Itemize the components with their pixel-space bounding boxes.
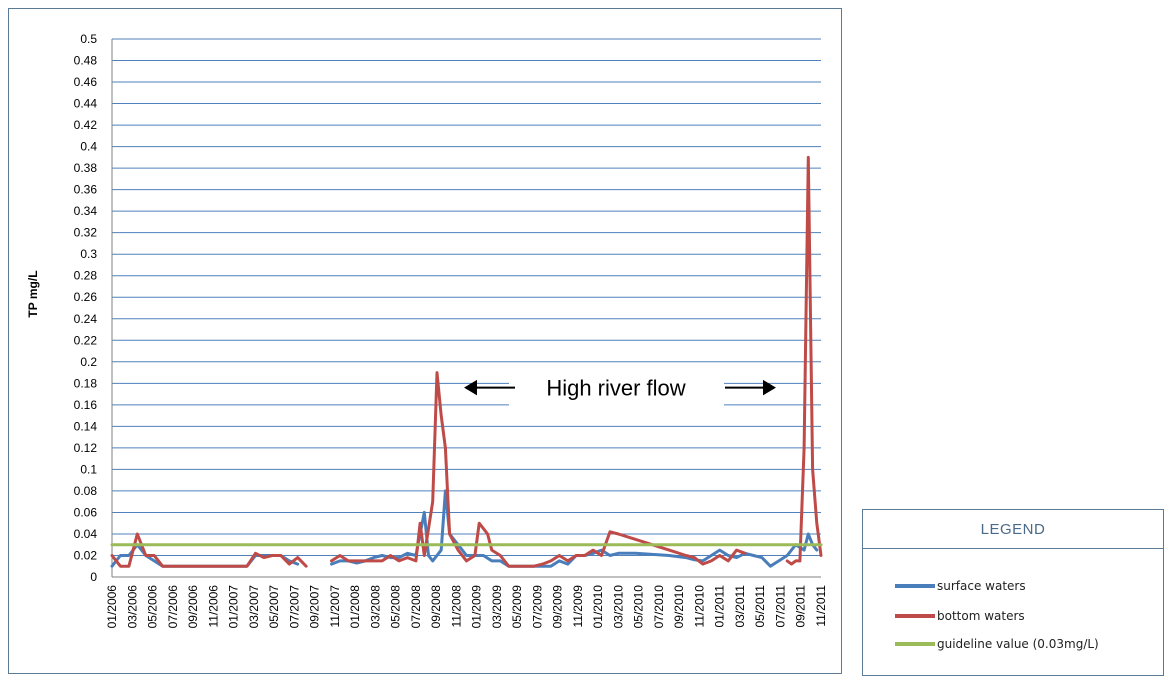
y-tick-label: 0.5 [80, 32, 97, 46]
legend-item-guideline: guideline value (0.03mg/L) [895, 637, 1099, 651]
legend-label: surface waters [937, 579, 1026, 593]
y-tick-label: 0.18 [74, 376, 98, 390]
y-tick-label: 0.34 [74, 204, 98, 218]
y-tick-label: 0.48 [74, 54, 98, 68]
x-tick-label: 09/2006 [186, 585, 200, 629]
y-tick-label: 0.16 [74, 398, 98, 412]
x-tick-label: 01/2008 [348, 585, 362, 629]
annotation: High river flow [464, 365, 776, 410]
x-tick-label: 03/2007 [247, 585, 261, 629]
tp-line-chart: 0 0.02 0.04 0.06 0.08 0.1 0.12 0.14 0.16 0.18 0.2 0… [26, 32, 828, 629]
series-line-bottom [330, 371, 747, 568]
y-tick-label: 0.38 [74, 161, 98, 175]
legend-header: LEGEND [863, 510, 1163, 549]
x-tick-label: 03/2011 [733, 585, 747, 628]
x-tick-label: 01/2009 [470, 585, 484, 629]
y-tick-label: 0.14 [74, 419, 98, 433]
series-line-bottom [110, 532, 308, 568]
x-tick-label: 11/2006 [206, 585, 220, 628]
y-tick-label: 0.12 [74, 441, 98, 455]
x-tick-label: 07/2006 [166, 585, 180, 629]
legend-swatch-bottom-waters [895, 614, 935, 618]
x-tick-labels: 01/2006 03/2006 05/2006 07/2006 09/2006 11/20… [105, 585, 828, 629]
x-tick-label: 09/2011 [794, 585, 808, 628]
y-tick-label: 0.42 [74, 118, 98, 132]
y-tick-label: 0.26 [74, 290, 98, 304]
y-tick-labels: 0 0.02 0.04 0.06 0.08 0.1 0.12 0.14 0.16 0.18 0.2 0… [74, 32, 98, 584]
series-line-surface [330, 489, 819, 568]
legend-swatch-guideline [895, 642, 935, 646]
x-tick-label: 01/2007 [227, 585, 241, 629]
y-tick-label: 0.22 [74, 333, 98, 347]
x-tick-label: 07/2010 [652, 585, 666, 629]
y-tick-label: 0 [90, 570, 97, 584]
annotation-box [509, 365, 724, 410]
x-tick-label: 05/2008 [389, 585, 403, 629]
x-tick-label: 11/2009 [571, 585, 585, 628]
y-tick-label: 0.02 [74, 548, 98, 562]
x-tick-label: 05/2006 [146, 585, 160, 629]
legend-title: LEGEND [980, 520, 1046, 538]
x-tick-label: 09/2007 [308, 585, 322, 629]
annotation-text: High river flow [546, 376, 685, 401]
legend-item-surface-waters: surface waters [895, 579, 1026, 593]
x-tick-label: 05/2011 [753, 585, 767, 628]
x-tick-label: 07/2011 [773, 585, 787, 628]
x-tick-label: 03/2010 [611, 585, 625, 629]
x-tick-label: 03/2009 [490, 585, 504, 629]
legend-label: bottom waters [937, 609, 1025, 623]
right-arrow-icon [725, 379, 776, 396]
y-tick-label: 0.08 [74, 484, 98, 498]
chart-frame: 0 0.02 0.04 0.06 0.08 0.1 0.12 0.14 0.16 0.18 0.2 0… [8, 8, 842, 674]
y-tick-label: 0.2 [80, 355, 97, 369]
y-tick-label: 0.44 [74, 97, 98, 111]
x-tick-label: 05/2009 [510, 585, 524, 629]
legend: LEGEND surface waters bottom waters guid… [862, 509, 1164, 676]
y-tick-label: 0.06 [74, 505, 98, 519]
y-tick-label: 0.36 [74, 183, 98, 197]
x-tick-label: 01/2010 [591, 585, 605, 629]
x-tick-label: 11/2011 [814, 585, 828, 627]
gridlines [111, 38, 821, 578]
y-axis-label: TP mg/L [26, 270, 40, 317]
x-tick-label: 07/2007 [287, 585, 301, 629]
x-tick-label: 01/2011 [713, 585, 727, 628]
x-tick-label: 07/2008 [409, 585, 423, 629]
x-tick-label: 07/2009 [530, 585, 544, 629]
legend-swatch-surface-waters [895, 584, 935, 588]
y-tick-label: 0.46 [74, 75, 98, 89]
y-tick-label: 0.24 [74, 312, 98, 326]
y-tick-label: 0.28 [74, 269, 98, 283]
left-arrow-icon [464, 379, 515, 396]
legend-item-bottom-waters: bottom waters [895, 609, 1025, 623]
x-tick-label: 11/2007 [328, 585, 342, 628]
legend-label: guideline value (0.03mg/L) [937, 637, 1099, 651]
x-tick-label: 11/2010 [692, 585, 706, 628]
x-tick-label: 11/2008 [449, 585, 463, 628]
x-tick-label: 03/2008 [368, 585, 382, 629]
x-tick-label: 05/2010 [632, 585, 646, 629]
x-tick-label: 03/2006 [125, 585, 139, 629]
y-tick-label: 0.04 [74, 527, 98, 541]
y-tick-label: 0.1 [80, 462, 97, 476]
x-tick-label: 05/2007 [267, 585, 281, 629]
y-tick-label: 0.3 [80, 247, 97, 261]
x-tick-label: 01/2006 [105, 585, 119, 629]
y-tick-label: 0.4 [80, 140, 97, 154]
series-lines [110, 155, 823, 568]
series-line-bottom [785, 155, 823, 566]
x-tick-label: 09/2009 [551, 585, 565, 629]
y-tick-label: 0.32 [74, 226, 98, 240]
x-tick-label: 09/2010 [672, 585, 686, 629]
x-tick-label: 09/2008 [429, 585, 443, 629]
